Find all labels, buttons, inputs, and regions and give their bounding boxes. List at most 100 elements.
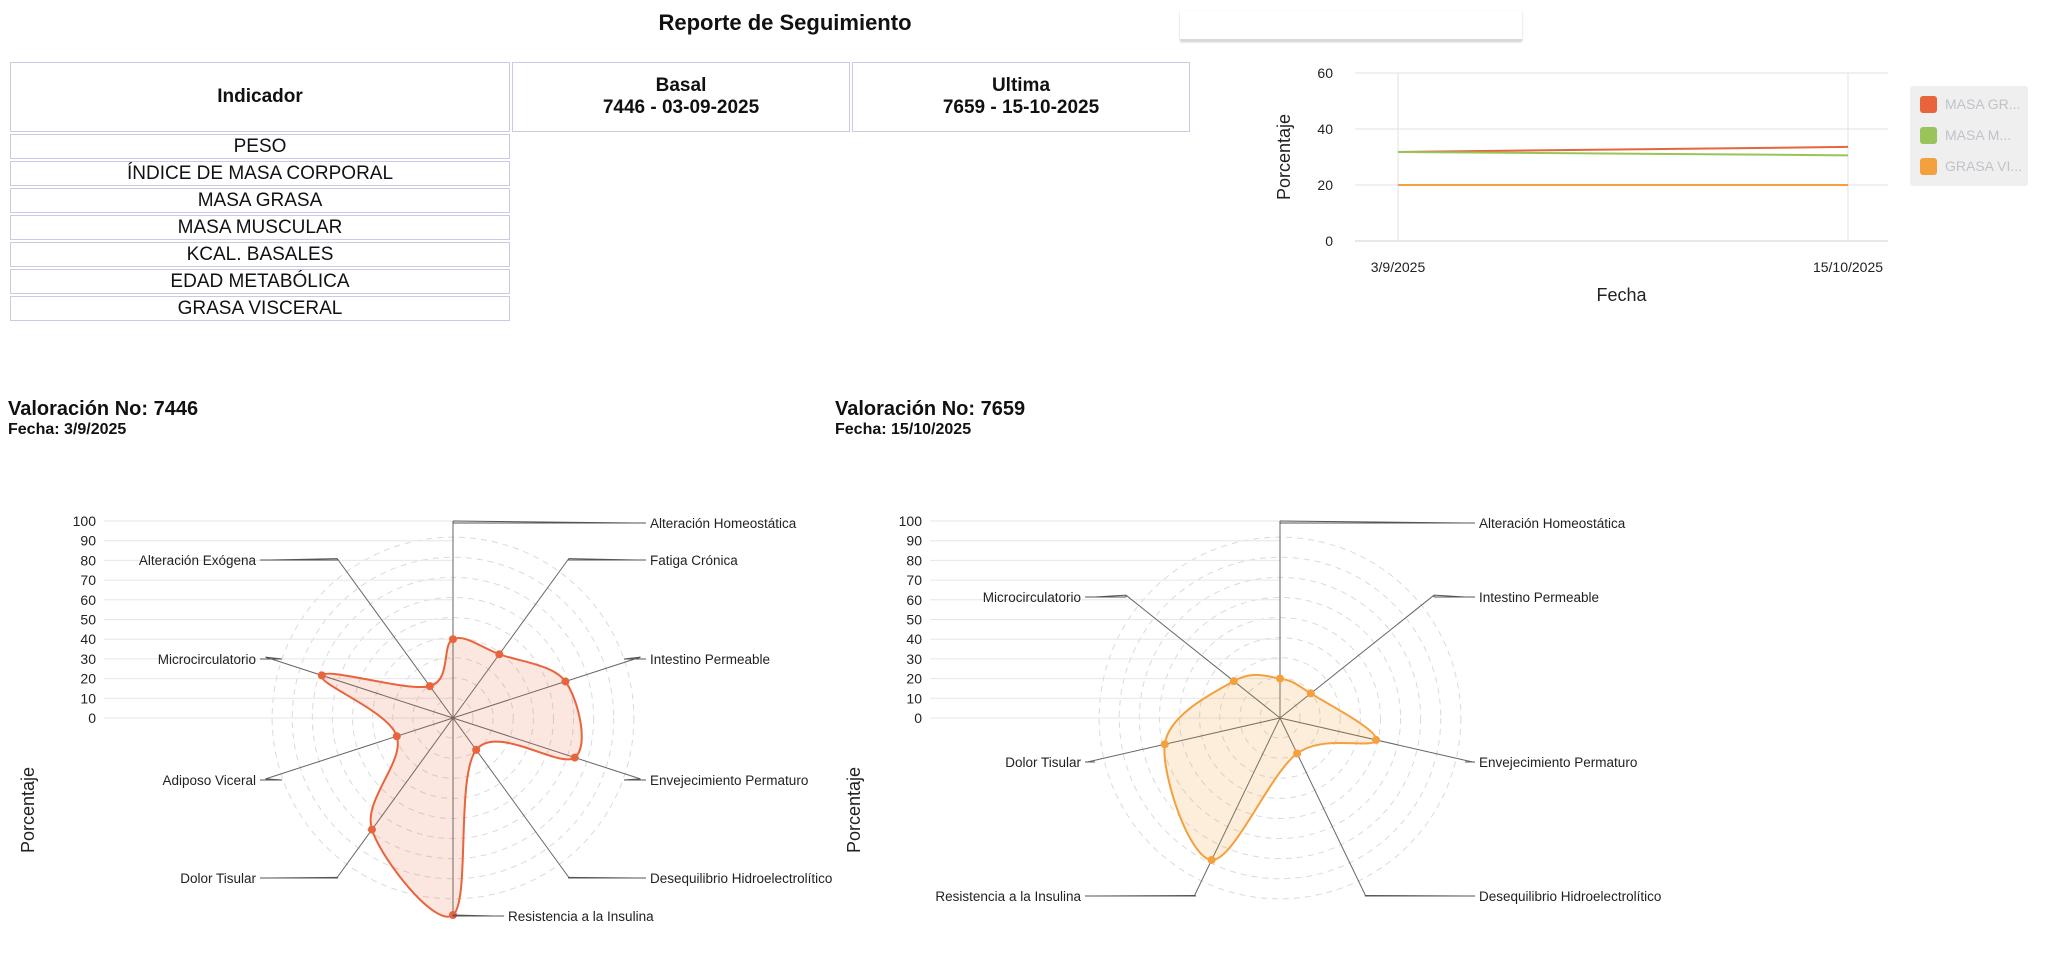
scale-tick-label: 60 [906, 592, 922, 608]
header-sublabel: 7446 - 03-09-2025 [602, 97, 760, 118]
indicator-table: Indicador Basal 7446 - 03-09-2025 Ultima… [8, 60, 1192, 323]
radar-spoke [452, 717, 641, 780]
table-row: ÍNDICE DE MASA CORPORAL [10, 161, 1190, 186]
radar-area [1163, 673, 1378, 861]
scale-tick-label: 20 [80, 671, 96, 687]
category-label: Fatiga Crónica [650, 553, 738, 568]
radar-point [1207, 855, 1216, 864]
category-label: Adiposo Viceral [162, 773, 256, 788]
scale-tick-label: 90 [906, 533, 922, 549]
table-row: MASA GRASA [10, 188, 1190, 213]
radar-point [449, 635, 457, 644]
y-tick-label: 60 [1317, 65, 1333, 81]
radar-point [570, 753, 579, 762]
legend-swatch [1920, 157, 1937, 175]
header-sublabel: 7659 - 15-10-2025 [942, 97, 1100, 118]
table-header-row: Indicador Basal 7446 - 03-09-2025 Ultima… [10, 62, 1190, 132]
indicator-cell: EDAD METABÓLICA [10, 269, 510, 294]
radar-spoke [1125, 594, 1281, 719]
line-chart-legend: MASA GR... MASA M... GRASA VI... [1910, 86, 2028, 186]
indicator-cell: MASA GRASA [10, 188, 510, 213]
y-axis-title: Porcentaje [844, 767, 864, 853]
legend-item[interactable]: GRASA VI... [1920, 156, 2022, 176]
category-label: Microcirculatorio [983, 590, 1081, 605]
category-label: Alteración Homeostática [1479, 516, 1626, 531]
legend-item[interactable]: MASA M... [1920, 125, 2011, 145]
indicator-cell: MASA MUSCULAR [10, 215, 510, 240]
legend-label: MASA M... [1945, 127, 2012, 143]
title-input-field[interactable] [1180, 11, 1522, 41]
x-axis-title: Fecha [1596, 285, 1647, 305]
radar-point [1276, 674, 1284, 683]
radar-spoke [1194, 717, 1281, 896]
valuation-title-1: Valoración No: 7446 [8, 398, 199, 420]
radar-point [1160, 740, 1169, 749]
indicator-cell: ÍNDICE DE MASA CORPORAL [10, 161, 510, 186]
table-row: GRASA VISCERAL [10, 296, 1190, 321]
radar-spoke [452, 558, 570, 719]
y-tick-label: 0 [1325, 233, 1333, 249]
scale-tick-label: 70 [906, 572, 922, 588]
category-label: Dolor Tisular [180, 871, 256, 886]
series-line [1397, 150, 1849, 157]
scale-tick-label: 60 [80, 592, 96, 608]
scale-tick-label: 80 [906, 552, 922, 568]
scale-tick-label: 40 [906, 631, 922, 647]
radar-spoke [265, 656, 454, 719]
category-label: Envejecimiento Permaturo [650, 773, 808, 788]
category-label: Dolor Tisular [1005, 755, 1081, 770]
radar-point [1372, 735, 1381, 744]
y-tick-label: 40 [1317, 121, 1333, 137]
x-tick-label: 15/10/2025 [1813, 259, 1883, 275]
scale-tick-label: 70 [80, 572, 96, 588]
grid-circle [291, 556, 615, 880]
category-label: Desequilibrio Hidroelectrolítico [1479, 889, 1661, 904]
header-indicador: Indicador [10, 62, 510, 132]
radar-point [561, 677, 570, 686]
series-line [1397, 145, 1849, 153]
radar-spoke [1087, 717, 1281, 763]
header-label: Ultima [991, 75, 1051, 96]
table-row: EDAD METABÓLICA [10, 269, 1190, 294]
report-title: Reporte de Seguimiento [658, 10, 912, 35]
category-label: Intestino Permeable [1479, 590, 1599, 605]
header-ultima: Ultima 7659 - 15-10-2025 [852, 62, 1190, 132]
radar-spoke [1279, 594, 1435, 719]
radar-spoke [1279, 717, 1366, 896]
radar-point [425, 682, 434, 691]
valuation-title-2: Valoración No: 7659 [835, 398, 1026, 420]
header-basal: Basal 7446 - 03-09-2025 [512, 62, 850, 132]
legend-swatch [1920, 95, 1937, 113]
header-label: Basal [655, 75, 707, 96]
scale-tick-label: 100 [899, 513, 923, 529]
scale-tick-label: 30 [906, 651, 922, 667]
radar-point [1229, 677, 1238, 686]
legend-label: MASA GR... [1945, 96, 2021, 112]
radar-spoke [265, 717, 454, 780]
legend-item[interactable]: MASA GR... [1920, 94, 2020, 114]
scale-tick-label: 10 [80, 690, 96, 706]
category-label: Intestino Permeable [650, 652, 770, 667]
y-axis-title: Porcentaje [1274, 114, 1294, 200]
radar-spoke [336, 717, 454, 878]
grid-circle [1118, 556, 1442, 880]
scale-tick-label: 20 [906, 671, 922, 687]
radar-point [392, 732, 401, 741]
scale-tick-label: 0 [88, 710, 96, 726]
category-label: Alteración Exógena [139, 553, 257, 568]
valuation-date-2: Fecha: 15/10/2025 [835, 421, 972, 438]
scale-tick-label: 90 [80, 533, 96, 549]
radar-point [1293, 749, 1302, 758]
radar-point [1306, 689, 1315, 698]
radar-chart-7659: 0 10 20 30 40 50 60 70 80 90 100 Porcentaje Alteraci… [844, 513, 1661, 904]
category-label: Microcirculatorio [158, 652, 256, 667]
line-chart: 0 20 40 60 3/9/2025 15/10/2025 Fecha Porcentaje [1274, 65, 1888, 305]
radar-point [317, 671, 326, 680]
scale-tick-label: 50 [906, 612, 922, 628]
scale-tick-label: 40 [80, 631, 96, 647]
legend-label: GRASA VI... [1945, 158, 2023, 174]
legend-swatch [1920, 126, 1937, 144]
valuation-date-1: Fecha: 3/9/2025 [8, 421, 127, 438]
header-label: Indicador [217, 86, 303, 107]
category-label: Desequilibrio Hidroelectrolítico [650, 871, 832, 886]
